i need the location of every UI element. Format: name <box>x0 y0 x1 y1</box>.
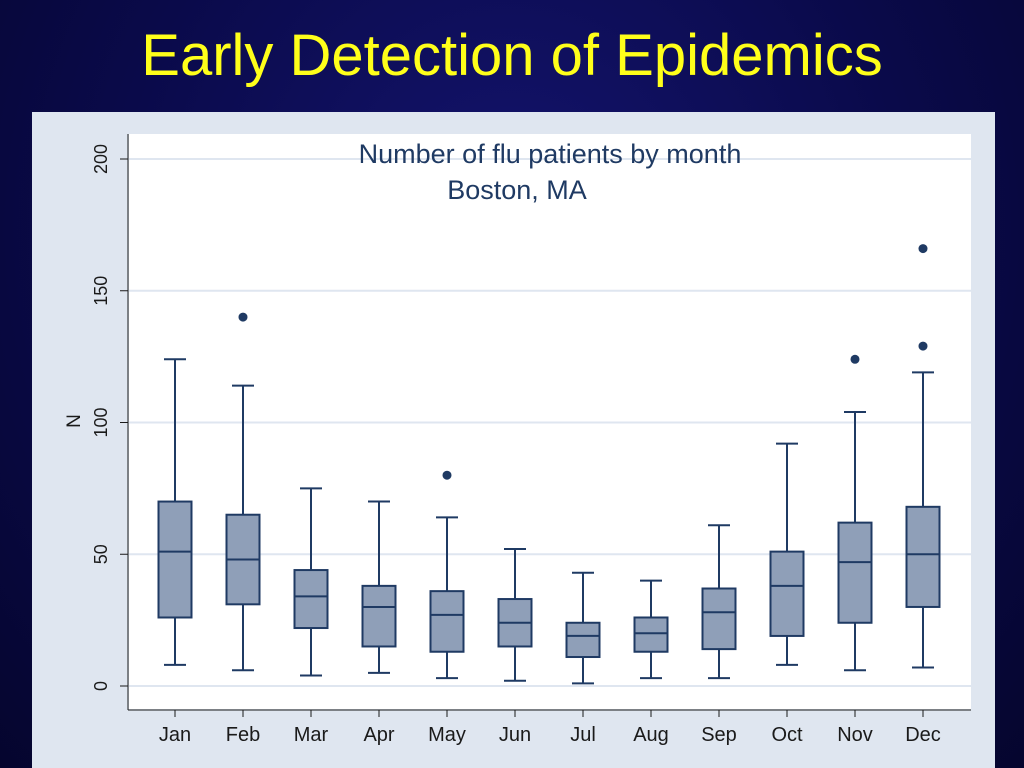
outlier-point <box>850 354 860 364</box>
box-aug <box>633 579 669 680</box>
iqr-box <box>157 500 193 619</box>
y-tick-label: 150 <box>91 276 111 306</box>
box-oct <box>769 442 805 666</box>
box-dec <box>905 244 941 669</box>
x-tick-label: Apr <box>363 724 394 746</box>
outlier-point <box>918 244 928 254</box>
box-jan <box>157 358 193 666</box>
x-tick-label: Jul <box>570 724 596 746</box>
iqr-box <box>905 505 941 608</box>
box-apr <box>361 500 397 674</box>
x-tick-label: Nov <box>837 724 873 746</box>
iqr-box <box>429 590 465 653</box>
y-tick-label: 100 <box>91 407 111 437</box>
x-tick-label: May <box>428 724 466 746</box>
iqr-box <box>769 550 805 637</box>
x-tick-label: Aug <box>633 724 669 746</box>
outlier-point <box>918 341 928 351</box>
outlier-point <box>238 312 248 322</box>
boxes <box>157 244 941 685</box>
y-tick-label: 200 <box>91 144 111 174</box>
x-tick-label: Jan <box>159 724 191 746</box>
box-plot-chart: 0 50 100 150 200 N Number of flu patients by… <box>64 134 971 746</box>
box-nov <box>837 354 873 672</box>
x-tick-label: Jun <box>499 724 531 746</box>
iqr-box <box>701 587 737 651</box>
box-sep <box>701 524 737 680</box>
y-tick-label: 50 <box>91 544 111 564</box>
slide-title: Early Detection of Epidemics <box>141 23 883 88</box>
y-axis-label: N <box>64 414 85 428</box>
x-axis-ticks: Jan Feb Mar Apr May Jun Jul Aug Sep Oct Nov Dec <box>159 710 941 746</box>
chart-panel: 0 50 100 150 200 N Number of flu patients by… <box>32 112 995 768</box>
y-tick-label: 0 <box>91 681 111 691</box>
box-feb <box>225 312 261 672</box>
x-tick-label: Mar <box>294 724 329 746</box>
box-mar <box>293 487 329 677</box>
chart-subtitle: Boston, MA <box>447 175 587 205</box>
chart-title: Number of flu patients by month <box>359 139 742 169</box>
x-tick-label: Feb <box>226 724 260 746</box>
outlier-point <box>442 470 452 480</box>
iqr-box <box>293 569 329 630</box>
x-tick-label: Oct <box>771 724 803 746</box>
x-tick-label: Dec <box>905 724 941 746</box>
x-tick-label: Sep <box>701 724 737 746</box>
grid-lines <box>129 158 971 687</box>
iqr-box <box>837 521 873 624</box>
iqr-box <box>361 584 397 648</box>
box-may <box>429 470 465 680</box>
box-jul <box>565 571 601 685</box>
y-axis-ticks: 0 50 100 150 200 <box>91 144 128 691</box>
box-jun <box>497 547 533 682</box>
iqr-box <box>565 621 601 659</box>
iqr-box <box>633 616 669 653</box>
